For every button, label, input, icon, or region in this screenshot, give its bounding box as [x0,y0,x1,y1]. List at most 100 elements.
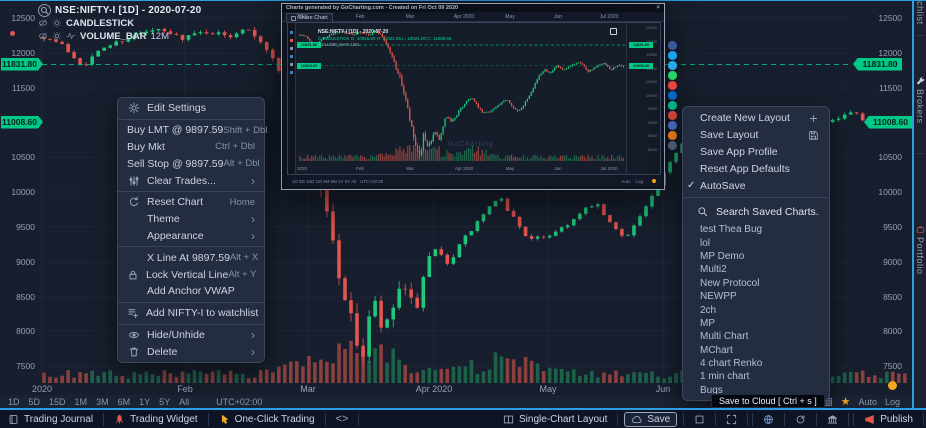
menu-item-theme[interactable]: Theme › [118,211,264,228]
study-settings-icon[interactable] [52,18,62,28]
sidebar-tab-brokers[interactable]: Brokers [914,77,926,124]
bank-button[interactable] [819,410,846,428]
share-button-5[interactable] [668,81,677,90]
search-saved-charts-input[interactable]: Search Saved Charts. [683,201,829,223]
menu-item-appearance[interactable]: Appearance › [118,228,264,245]
trading-widget-button[interactable]: Trading Widget [106,410,205,428]
refresh-button[interactable] [787,410,814,428]
menu-item-label: Buy LMT @ 9897.59 [127,124,224,137]
preview-price-tick: 9500 [648,106,657,111]
share-button-7[interactable] [668,101,677,110]
menu-item-buy-mkt[interactable]: Buy Mkt Ctrl + Dbl [118,139,264,156]
timeframe-3m[interactable]: 3M [96,397,109,407]
share-button-4[interactable] [668,71,677,80]
megaphone-icon [864,414,875,425]
square-button[interactable] [686,410,713,428]
timeframe-1y[interactable]: 1Y [139,397,151,407]
preview-time-tick: May [505,166,515,171]
saved-chart-mp-demo[interactable]: MP Demo [700,250,745,262]
timeframe-15d[interactable]: 15D [49,397,66,407]
timeframe-6m[interactable]: 6M [117,397,131,407]
sidebar-tab-portfolio[interactable]: Portfolio [914,225,926,275]
scale-auto[interactable]: Auto [858,397,877,407]
share-button-1[interactable] [668,41,677,50]
saved-chart-multi-chart[interactable]: Multi Chart [700,331,749,343]
menu-item-label: Add Anchor VWAP [147,285,235,298]
share-button-11[interactable] [668,141,677,150]
preview-scale-log: Log [635,178,643,184]
menu-item-create-new-layout[interactable]: Create New Layout [683,110,829,127]
saved-chart-new-protocol[interactable]: New Protocol [700,277,760,289]
menu-item-edit-settings[interactable]: Edit Settings [118,100,264,117]
sidebar-tab-label: Portfolio [915,237,925,275]
menu-item-sell-stop-9897-59[interactable]: Sell Stop @ 9897.59 Alt + Dbl [118,155,264,172]
tab-share-chart[interactable]: Share Chart [286,13,333,22]
menu-item-buy-lmt-9897-59[interactable]: Buy LMT @ 9897.59 Shift + Dbl [118,122,267,139]
single-chart-layout-button[interactable]: Single-Chart Layout [495,410,615,428]
menu-item-clear-trades[interactable]: Clear Trades... › [118,172,264,189]
menu-item-save-app-profile[interactable]: Save App Profile [683,144,829,161]
menu-item-hide-unhide[interactable]: Hide/Unhide › [118,327,264,344]
price-tick: 11500 [878,83,902,93]
price-tick: 12500 [11,13,35,23]
globe-button[interactable] [755,410,782,428]
timezone-label[interactable]: UTC+02:00 [216,397,263,407]
timeframe-5y[interactable]: 5Y [159,397,171,407]
one-click-trading-button[interactable]: One-Click Trading [211,410,323,428]
share-button-10[interactable] [668,131,677,140]
symbol-title[interactable]: NSE:NIFTY-I [1D] - 2020-07-20 [55,4,202,16]
saved-chart-test-thea-bug[interactable]: test Thea Bug [700,224,763,236]
saved-chart-2ch[interactable]: 2ch [700,304,717,316]
timeframe-1m[interactable]: 1M [74,397,88,407]
saved-chart-multi2[interactable]: Multi2 [700,264,727,276]
publish-button[interactable]: Publish [856,410,921,428]
symbol-search-icon[interactable] [38,3,51,17]
saved-chart-1-min-chart[interactable]: 1 min chart [700,371,750,383]
preview-time-tick: Jul 2020 [600,166,618,171]
menu-item-add-anchor-vwap[interactable]: Add Anchor VWAP [118,283,264,300]
timeframe-all[interactable]: All [179,397,190,407]
saved-chart-mchart[interactable]: MChart [700,344,733,356]
share-button-3[interactable] [668,61,677,70]
menu-item-reset-chart[interactable]: Reset Chart Home [118,194,264,211]
price-tick: 9500 [883,222,902,232]
share-button-9[interactable] [668,121,677,130]
preview-price-tick: 8500 [648,133,657,138]
saved-chart-4-chart-renko[interactable]: 4 chart Renko [700,358,763,370]
saved-chart-bugs[interactable]: Bugs [700,384,723,396]
scale-log[interactable]: Log [884,397,900,407]
sidebar-tab-watchlist[interactable]: Watchlist [914,0,926,25]
volume-settings-icon[interactable] [52,31,62,41]
share-button-2[interactable] [668,51,677,60]
notification-dot-icon[interactable] [888,381,897,390]
copy-image-icon[interactable] [610,28,617,35]
chart-context-menu: Edit Settings Buy LMT @ 9897.59 Shift + Db… [117,97,267,364]
menu-item-autosave[interactable]: ✓ AutoSave [683,177,829,194]
saved-chart-mp[interactable]: MP [700,317,715,329]
menu-item-label: Create New Layout [700,112,790,125]
menu-item-reset-app-defaults[interactable]: Reset App Defaults [683,160,829,177]
hide-study-icon[interactable] [38,18,48,28]
time-tick: Mar [300,384,316,394]
trading-journal-button[interactable]: Trading Journal [0,410,101,428]
menu-item-lock-vertical-line[interactable]: Lock Vertical Line Alt + Y [118,266,264,283]
saved-chart-newpp[interactable]: NEWPP [700,291,737,303]
save-button[interactable]: Save [624,411,678,427]
menu-item-add-nifty-i-to-watchlist[interactable]: Add NIFTY-I to watchlist [118,305,264,322]
share-button-8[interactable] [668,111,677,120]
expand-button[interactable] [718,410,745,428]
close-icon[interactable]: × [656,5,660,11]
menu-item-delete[interactable]: Delete › [118,343,264,360]
saved-chart-lol[interactable]: lol [700,237,711,249]
code-button[interactable]: <> [328,410,357,428]
hide-volume-icon[interactable] [38,31,48,41]
menu-item-x-line-at-9897-59[interactable]: X Line At 9897.59 Alt + X [118,249,264,266]
share-button-6[interactable] [668,91,677,100]
timeframe-5d[interactable]: 5D [28,397,41,407]
volume-study-name: VOLUME_BAR [80,30,147,42]
price-tick: 12000 [878,48,902,58]
star-icon[interactable]: ★ [840,395,851,408]
timeframe-1d[interactable]: 1D [8,397,20,407]
menu-item-save-layout[interactable]: Save Layout [683,127,829,144]
